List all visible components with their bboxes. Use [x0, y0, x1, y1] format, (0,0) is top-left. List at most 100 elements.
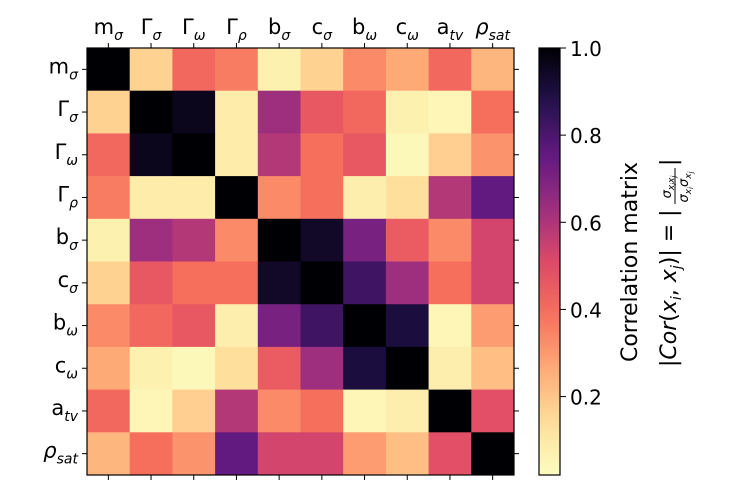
row-label: mσ: [49, 54, 79, 83]
heatmap-cell: [215, 176, 259, 220]
heatmap-cell: [215, 133, 259, 177]
column-label: Γσ: [141, 15, 163, 44]
heatmap-cell: [172, 48, 216, 92]
heatmap-cell: [471, 48, 515, 92]
heatmap-cell: [172, 346, 216, 391]
row-label: bω: [53, 311, 78, 340]
heatmap-ticks: [82, 43, 519, 480]
heatmap-cell: [343, 261, 387, 305]
colorbar-label: Correlation matrix: [618, 162, 643, 362]
heatmap-cell: [385, 48, 430, 92]
heatmap-cell: [471, 304, 515, 348]
column-label: cσ: [312, 15, 334, 44]
colorbar-tick-label: 0.6: [570, 211, 602, 235]
colorbar-label-line1: Correlation matrix: [618, 162, 643, 362]
row-label: atv: [51, 396, 78, 425]
heatmap-cell: [385, 261, 430, 305]
heatmap-cell: [257, 90, 301, 134]
heatmap-cell: [385, 176, 430, 220]
heatmap-cell: [300, 432, 344, 476]
heatmap-cell: [172, 261, 216, 305]
heatmap-cell: [428, 48, 472, 92]
heatmap-cell: [172, 90, 216, 134]
heatmap-cell: [343, 133, 387, 177]
colorbar-gradient: [538, 47, 561, 476]
heatmap-cell: [428, 346, 472, 391]
heatmap-cell: [129, 90, 173, 134]
heatmap-cell: [471, 176, 515, 220]
heatmap-cell: [129, 432, 173, 476]
row-label: cσ: [58, 268, 80, 297]
heatmap-cell: [257, 218, 301, 262]
heatmap-cell: [215, 432, 259, 476]
column-label: mσ: [94, 15, 124, 44]
colorbar-tick-label: 0.2: [570, 386, 602, 410]
heatmap-cell: [428, 432, 472, 476]
heatmap-cell: [343, 176, 387, 220]
heatmap-cell: [215, 90, 259, 134]
heatmap-cell: [172, 133, 216, 177]
heatmap-cell: [215, 48, 259, 92]
heatmap-cells: [87, 48, 515, 476]
heatmap-cell: [87, 218, 131, 262]
heatmap-cell: [215, 218, 259, 262]
heatmap-cell: [129, 218, 173, 262]
heatmap-cell: [87, 133, 131, 177]
heatmap-cell: [300, 218, 344, 262]
heatmap-cell: [257, 176, 301, 220]
heatmap-cell: [385, 432, 430, 476]
heatmap-cell: [129, 304, 173, 348]
heatmap-cell: [428, 176, 472, 220]
heatmap-cell: [129, 389, 173, 433]
heatmap-cell: [300, 90, 344, 134]
heatmap-frame: [86, 47, 515, 476]
heatmap-cell: [428, 90, 472, 134]
heatmap-cell: [257, 432, 301, 476]
heatmap-cell: [471, 432, 515, 476]
column-label: bω: [352, 15, 377, 44]
column-labels: mσ Γσ Γω Γρ bσ cσ bω cω atv ρsat: [94, 15, 511, 44]
heatmap-cell: [300, 389, 344, 433]
heatmap-cell: [428, 133, 472, 177]
heatmap-cell: [215, 346, 259, 391]
heatmap-cell: [428, 218, 472, 262]
heatmap-cell: [343, 304, 387, 348]
row-labels: mσ Γσ Γω Γρ bσ cσ bω cω atv ρsat: [43, 54, 79, 467]
column-label: atv: [437, 15, 464, 44]
column-label: Γρ: [226, 15, 247, 44]
row-label: Γρ: [57, 182, 78, 211]
heatmap-cell: [471, 133, 515, 177]
heatmap-cell: [215, 304, 259, 348]
row-label: Γω: [55, 140, 79, 169]
heatmap-cell: [129, 261, 173, 305]
column-label: Γω: [182, 15, 206, 44]
row-label: bσ: [56, 225, 79, 254]
heatmap-cell: [257, 48, 301, 92]
heatmap-cell: [300, 133, 344, 177]
column-label: ρsat: [475, 15, 510, 44]
heatmap-cell: [87, 304, 131, 348]
colorbar-formula-lhs: |Cor(xi, xj)| = |: [657, 209, 685, 367]
heatmap-cell: [129, 133, 173, 177]
heatmap-cell: [471, 90, 515, 134]
heatmap-cell: [172, 218, 216, 262]
heatmap-cell: [428, 261, 472, 305]
colorbar-tick-label: 0.4: [570, 298, 602, 322]
heatmap-cell: [385, 90, 430, 134]
colorbar: 0.2 0.4 0.6 0.8 1.0: [538, 37, 602, 476]
column-label: bσ: [268, 15, 291, 44]
heatmap-cell: [172, 432, 216, 476]
heatmap-cell: [129, 48, 173, 92]
heatmap-cell: [87, 90, 131, 134]
heatmap-cell: [385, 389, 430, 433]
heatmap-cell: [129, 176, 173, 220]
heatmap-cell: [87, 48, 131, 92]
formula-close-bar: |: [657, 159, 682, 166]
heatmap-cell: [172, 176, 216, 220]
colorbar-formula: |Cor(xi, xj)| = | σxixj σxiσxj |: [657, 159, 695, 367]
heatmap-cell: [300, 346, 344, 391]
heatmap-cell: [471, 218, 515, 262]
heatmap-cell: [87, 389, 131, 433]
heatmap-cell: [300, 176, 344, 220]
